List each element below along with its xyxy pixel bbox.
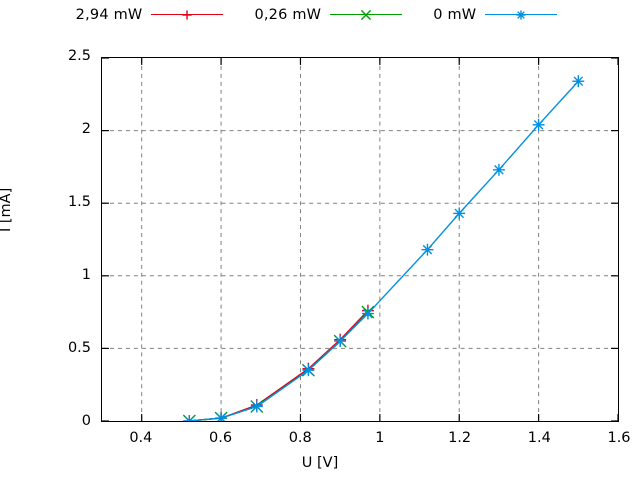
legend-sample-2: [485, 8, 558, 22]
y-tick-label: 0.5: [67, 340, 91, 356]
star-marker-icon: [516, 10, 526, 20]
y-axis-label: I [mA]: [0, 187, 14, 232]
x-tick-label: 0.8: [288, 430, 312, 446]
plot-frame: [101, 57, 619, 422]
x-tick-label: 1: [375, 430, 385, 446]
series-1: [182, 305, 375, 421]
y-tick-label: 2.5: [67, 48, 91, 64]
legend-sample-0: [151, 8, 224, 22]
cross-marker-icon: [361, 9, 372, 21]
series-2: [183, 75, 585, 421]
y-tick-label: 0: [81, 413, 91, 429]
plot-canvas: [102, 58, 618, 421]
y-tick-label: 1: [81, 267, 91, 283]
tick-stubs: [102, 58, 618, 421]
x-tick-label: 1.6: [607, 430, 631, 446]
x-axis-label: U [V]: [301, 455, 339, 471]
legend-entry-2: 0 mW: [433, 8, 564, 22]
legend-sample-1: [330, 8, 403, 22]
legend-entry-1: 0,26 mW: [254, 8, 409, 22]
grid-lines: [102, 58, 618, 421]
y-tick-label: 1.5: [67, 194, 91, 210]
plus-marker-icon: [182, 10, 193, 20]
legend-label-2: 0 mW: [433, 7, 477, 23]
legend-entry-0: 2,94 mW: [76, 8, 231, 22]
legend-label-1: 0,26 mW: [254, 7, 322, 23]
chart-legend: 2,94 mW 0,26 mW 0 mW: [0, 0, 640, 30]
x-tick-label: 0.4: [129, 430, 153, 446]
x-tick-label: 1.4: [527, 430, 551, 446]
x-tick-label: 0.6: [209, 430, 233, 446]
series-0: [183, 304, 374, 421]
x-tick-label: 1.2: [448, 430, 472, 446]
legend-label-0: 2,94 mW: [75, 7, 143, 23]
y-tick-label: 2: [81, 121, 91, 137]
